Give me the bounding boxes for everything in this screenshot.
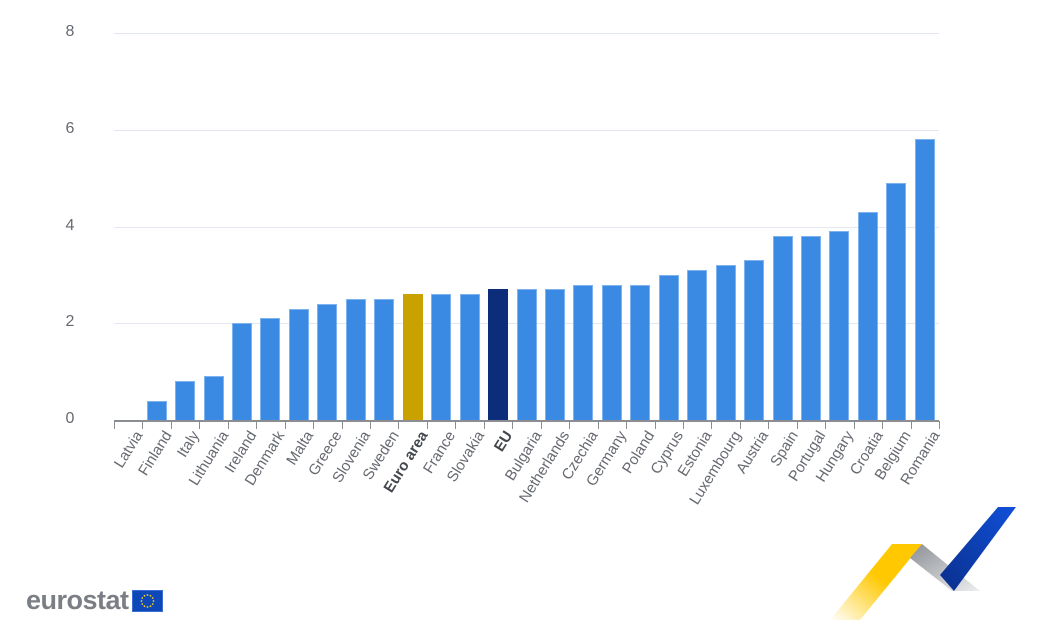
x-tick <box>142 421 144 429</box>
x-axis-label: Italy <box>174 428 204 461</box>
bar-portugal[interactable] <box>800 236 821 420</box>
x-tick <box>341 421 343 429</box>
bar-czechia[interactable] <box>573 284 594 420</box>
bar-belgium[interactable] <box>886 182 907 420</box>
x-tick <box>313 421 315 429</box>
x-tick <box>882 421 884 429</box>
x-tick <box>284 421 286 429</box>
eurostat-ribbon-decoration <box>830 507 1016 620</box>
bar-romania[interactable] <box>914 139 935 420</box>
x-tick <box>711 421 713 429</box>
bar-estonia[interactable] <box>687 270 708 420</box>
eu-flag-icon <box>131 589 163 612</box>
bar-germany[interactable] <box>601 284 622 420</box>
eurostat-logo: eurostat <box>26 585 163 616</box>
x-tick <box>853 421 855 429</box>
x-tick <box>739 421 741 429</box>
x-tick <box>227 421 229 429</box>
gridline <box>114 33 939 34</box>
y-tick-label: 4 <box>65 216 75 234</box>
bar-slovenia[interactable] <box>345 299 366 420</box>
bar-austria[interactable] <box>744 260 765 420</box>
bar-ireland[interactable] <box>232 323 253 420</box>
x-tick <box>455 421 457 429</box>
bar-greece[interactable] <box>317 303 338 420</box>
x-tick <box>825 421 827 429</box>
x-axis-label: EU <box>490 428 517 455</box>
bar-finland[interactable] <box>146 400 167 420</box>
bar-denmark[interactable] <box>260 318 281 420</box>
x-tick <box>939 421 940 429</box>
gridline <box>114 226 939 228</box>
x-tick <box>199 421 201 429</box>
x-tick <box>370 421 372 429</box>
bar-lithuania[interactable] <box>203 376 224 420</box>
gridline <box>114 129 939 131</box>
bar-spain[interactable] <box>772 236 793 420</box>
bar-luxembourg[interactable] <box>715 265 736 420</box>
x-tick <box>910 421 912 429</box>
x-axis-line <box>114 420 939 422</box>
bar-hungary[interactable] <box>829 231 850 420</box>
bar-sweden[interactable] <box>374 299 395 420</box>
bar-malta[interactable] <box>288 308 309 420</box>
x-tick <box>512 421 514 429</box>
logo-text: eurostat <box>26 585 129 615</box>
bar-slovakia[interactable] <box>459 294 480 420</box>
y-tick-label: 8 <box>65 23 75 40</box>
x-tick <box>398 421 400 429</box>
x-tick <box>768 421 770 429</box>
bar-poland[interactable] <box>630 284 651 420</box>
x-tick <box>256 421 258 429</box>
x-tick <box>796 421 798 429</box>
bar-netherlands[interactable] <box>544 289 565 420</box>
bar-bulgaria[interactable] <box>516 289 537 420</box>
bar-chart: 0 2 4 6 8 Latvia Finland Italy Lithuania Ireland D… <box>65 23 944 508</box>
bar-france[interactable] <box>431 294 452 420</box>
x-tick <box>626 421 628 429</box>
x-tick <box>483 421 485 429</box>
bar-croatia[interactable] <box>857 211 878 420</box>
x-tick <box>682 421 684 429</box>
bar-cyprus[interactable] <box>658 274 679 420</box>
x-tick <box>540 421 542 429</box>
x-tick <box>654 421 656 429</box>
y-tick-label: 2 <box>65 313 75 331</box>
y-tick-label: 6 <box>65 119 75 137</box>
y-tick-label: 0 <box>65 410 75 427</box>
bar-euro-area[interactable] <box>402 294 423 420</box>
x-tick <box>426 421 428 429</box>
x-tick <box>114 421 115 429</box>
x-tick <box>597 421 599 429</box>
x-tick <box>170 421 172 429</box>
bar-eu[interactable] <box>488 289 509 420</box>
bar-italy[interactable] <box>175 381 196 420</box>
x-tick <box>569 421 571 429</box>
